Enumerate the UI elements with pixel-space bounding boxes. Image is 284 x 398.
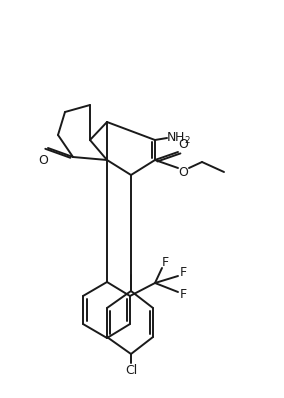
Text: Cl: Cl [125,363,137,377]
Text: F: F [179,265,187,279]
Text: NH$_2$: NH$_2$ [166,131,191,146]
Text: O: O [178,166,188,178]
Text: O: O [178,139,188,152]
Text: F: F [161,256,169,269]
Text: O: O [38,154,48,166]
Text: F: F [179,289,187,302]
